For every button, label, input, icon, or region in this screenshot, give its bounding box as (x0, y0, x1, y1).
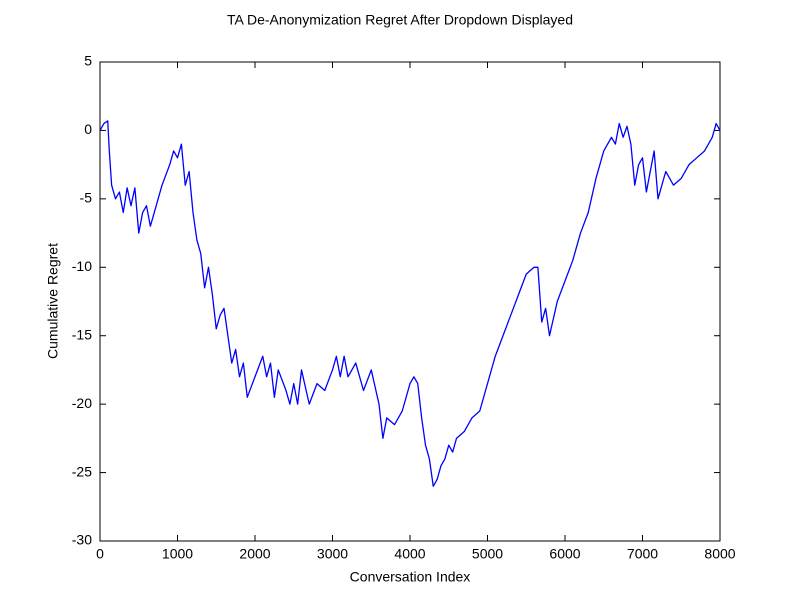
y-tick-label: -15 (72, 326, 92, 342)
x-tick-label: 7000 (627, 546, 658, 562)
x-tick-label: 2000 (239, 546, 270, 562)
y-tick-label: -20 (72, 395, 92, 411)
x-tick-label: 1000 (162, 546, 193, 562)
y-tick-label: -30 (72, 532, 92, 548)
y-tick-label: -10 (72, 258, 92, 274)
x-tick-label: 8000 (704, 546, 735, 562)
chart-title: TA De-Anonymization Regret After Dropdow… (227, 12, 573, 28)
x-tick-label: 6000 (549, 546, 580, 562)
y-tick-label: 0 (84, 121, 92, 137)
y-tick-label: -5 (80, 190, 93, 206)
plot-frame (99, 61, 721, 542)
y-tick-label: -25 (72, 463, 92, 479)
x-tick-label: 5000 (472, 546, 503, 562)
y-tick-label: 5 (84, 53, 92, 69)
data-line (99, 120, 721, 487)
x-tick-label: 3000 (317, 546, 348, 562)
y-axis-label: Cumulative Regret (45, 243, 61, 359)
x-tick-label: 0 (96, 546, 104, 562)
x-tick-label: 4000 (394, 546, 425, 562)
x-axis-label: Conversation Index (350, 569, 471, 585)
